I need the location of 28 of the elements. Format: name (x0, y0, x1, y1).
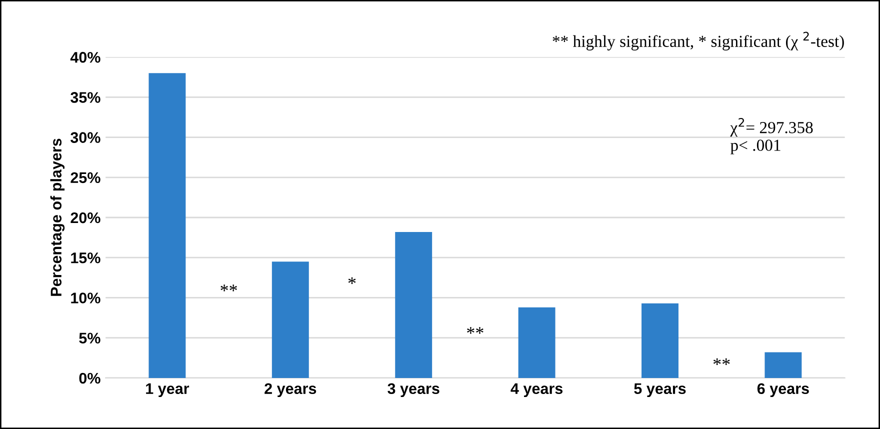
y-axis-title: Percentage of players (50, 138, 65, 296)
x-tick-label: 3 years (388, 383, 440, 398)
annotation: χ$^{2}$= 297.358 p< .001 (730, 118, 813, 154)
bar (518, 307, 556, 378)
y-tick-label: 40% (70, 52, 100, 63)
y-tick-label: 20% (70, 212, 100, 224)
x-tick-label: 2 years (264, 383, 316, 398)
x-tick-label: 4 years (510, 383, 563, 398)
annotation: * (348, 277, 356, 284)
bar (272, 262, 309, 378)
y-tick-label: 15% (71, 252, 100, 264)
y-tick-label: 30% (70, 132, 100, 143)
x-tick-label: 5 years (634, 383, 686, 398)
x-tick-label: 1 year (146, 383, 190, 398)
bar (395, 232, 432, 378)
annotation: ** (713, 358, 730, 366)
bar (764, 352, 802, 378)
bar (642, 303, 678, 378)
y-tick-label: 25% (70, 172, 100, 184)
text: ** highly significant, * significant (χ $^{2}$-test) (552, 32, 844, 50)
y-tick-label: 35% (70, 92, 100, 103)
y-tick-label: 0% (79, 372, 100, 384)
annotation: ** (467, 327, 484, 334)
x-tick-label: 6 years (757, 383, 809, 398)
y-tick-label: 10% (71, 292, 100, 304)
y-tick-label: 5% (79, 332, 100, 344)
annotation: ** (220, 284, 237, 292)
bar (148, 73, 186, 378)
